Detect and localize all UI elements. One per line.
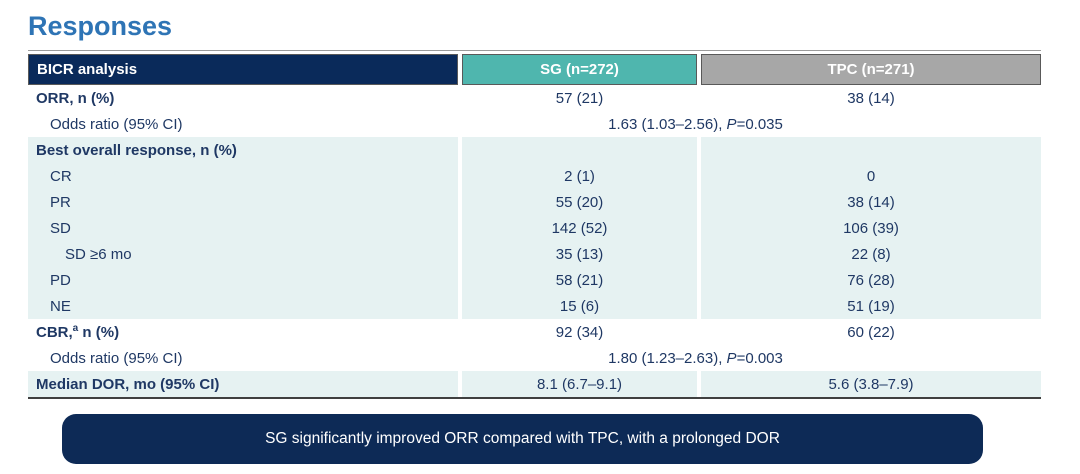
takeaway-text: SG significantly improved ORR compared w… [265,430,780,447]
sg-value: 142 (52) [462,215,697,241]
table-header-row: BICR analysis SG (n=272) TPC (n=271) [28,54,1041,85]
p-value-text: =0.003 [736,349,783,367]
table-row: SD ≥6 mo 35 (13) 22 (8) [28,241,1041,267]
row-label-cbr: CBR,a n (%) [28,319,458,345]
p-italic: P [726,115,737,133]
page-title: Responses [28,11,173,41]
row-label-cr: CR [28,163,458,189]
odds-ratio-value: 1.80 (1.23–2.63), P=0.003 [462,345,1041,371]
tpc-value: 106 (39) [701,215,1041,241]
tpc-value: 5.6 (3.8–7.9) [701,371,1041,397]
responses-table: BICR analysis SG (n=272) TPC (n=271) ORR… [24,54,1045,397]
sg-value: 55 (20) [462,189,697,215]
sg-value-empty [462,137,697,163]
tpc-value: 51 (19) [701,293,1041,319]
row-label-sd: SD [28,215,458,241]
table-row: PR 55 (20) 38 (14) [28,189,1041,215]
sg-value: 8.1 (6.7–9.1) [462,371,697,397]
table-row: ORR, n (%) 57 (21) 38 (14) [28,85,1041,111]
table-row: CBR,a n (%) 92 (34) 60 (22) [28,319,1041,345]
table-bottom-border [28,397,1041,399]
row-label-ne: NE [28,293,458,319]
cbr-label-text: CBR, [36,324,73,341]
sg-value: 35 (13) [462,241,697,267]
table-row: NE 15 (6) 51 (19) [28,293,1041,319]
row-label-odds-ratio-cbr: Odds ratio (95% CI) [50,349,183,367]
table-row: Odds ratio (95% CI) 1.63 (1.03–2.56), P=… [28,111,1041,137]
sg-value: 15 (6) [462,293,697,319]
tpc-value: 38 (14) [701,189,1041,215]
sg-value: 2 (1) [462,163,697,189]
tpc-value: 76 (28) [701,267,1041,293]
table-row: Odds ratio (95% CI) 1.80 (1.23–2.63), P=… [28,345,1041,371]
table-row: PD 58 (21) 76 (28) [28,267,1041,293]
odds-ratio-text: 1.63 (1.03–2.56), [608,115,727,133]
footnote-marker: a [72,323,79,334]
tpc-value: 60 (22) [847,323,895,341]
sg-value: 57 (21) [555,89,604,107]
takeaway-banner: SG significantly improved ORR compared w… [62,414,983,464]
cbr-label-suffix: n (%) [78,324,120,341]
tpc-value: 22 (8) [701,241,1041,267]
table-row: CR 2 (1) 0 [28,163,1041,189]
tpc-value: 0 [701,163,1041,189]
table-row: Median DOR, mo (95% CI) 8.1 (6.7–9.1) 5.… [28,371,1041,397]
row-label-pd: PD [28,267,458,293]
row-label-odds-ratio-orr: Odds ratio (95% CI) [50,115,183,133]
odds-ratio-value: 1.63 (1.03–2.56), P=0.035 [462,111,1041,137]
column-header-bicr-analysis: BICR analysis [28,54,458,85]
row-label-median-dor: Median DOR, mo (95% CI) [28,371,458,397]
row-label-sd-6mo: SD ≥6 mo [28,241,458,267]
p-italic: P [726,349,737,367]
tpc-value: 38 (14) [847,89,895,107]
table-row: SD 142 (52) 106 (39) [28,215,1041,241]
row-label-pr: PR [28,189,458,215]
tpc-value-empty [701,137,1041,163]
sg-value: 92 (34) [555,323,604,341]
table-row: Best overall response, n (%) [28,137,1041,163]
row-label-best-overall-response: Best overall response, n (%) [28,137,458,163]
column-header-tpc: TPC (n=271) [701,54,1041,85]
odds-ratio-text: 1.80 (1.23–2.63), [608,349,727,367]
row-label-orr: ORR, n (%) [36,89,115,107]
sg-value: 58 (21) [462,267,697,293]
p-value-text: =0.035 [736,115,783,133]
title-underline [28,50,1041,51]
column-header-sg: SG (n=272) [462,54,697,85]
